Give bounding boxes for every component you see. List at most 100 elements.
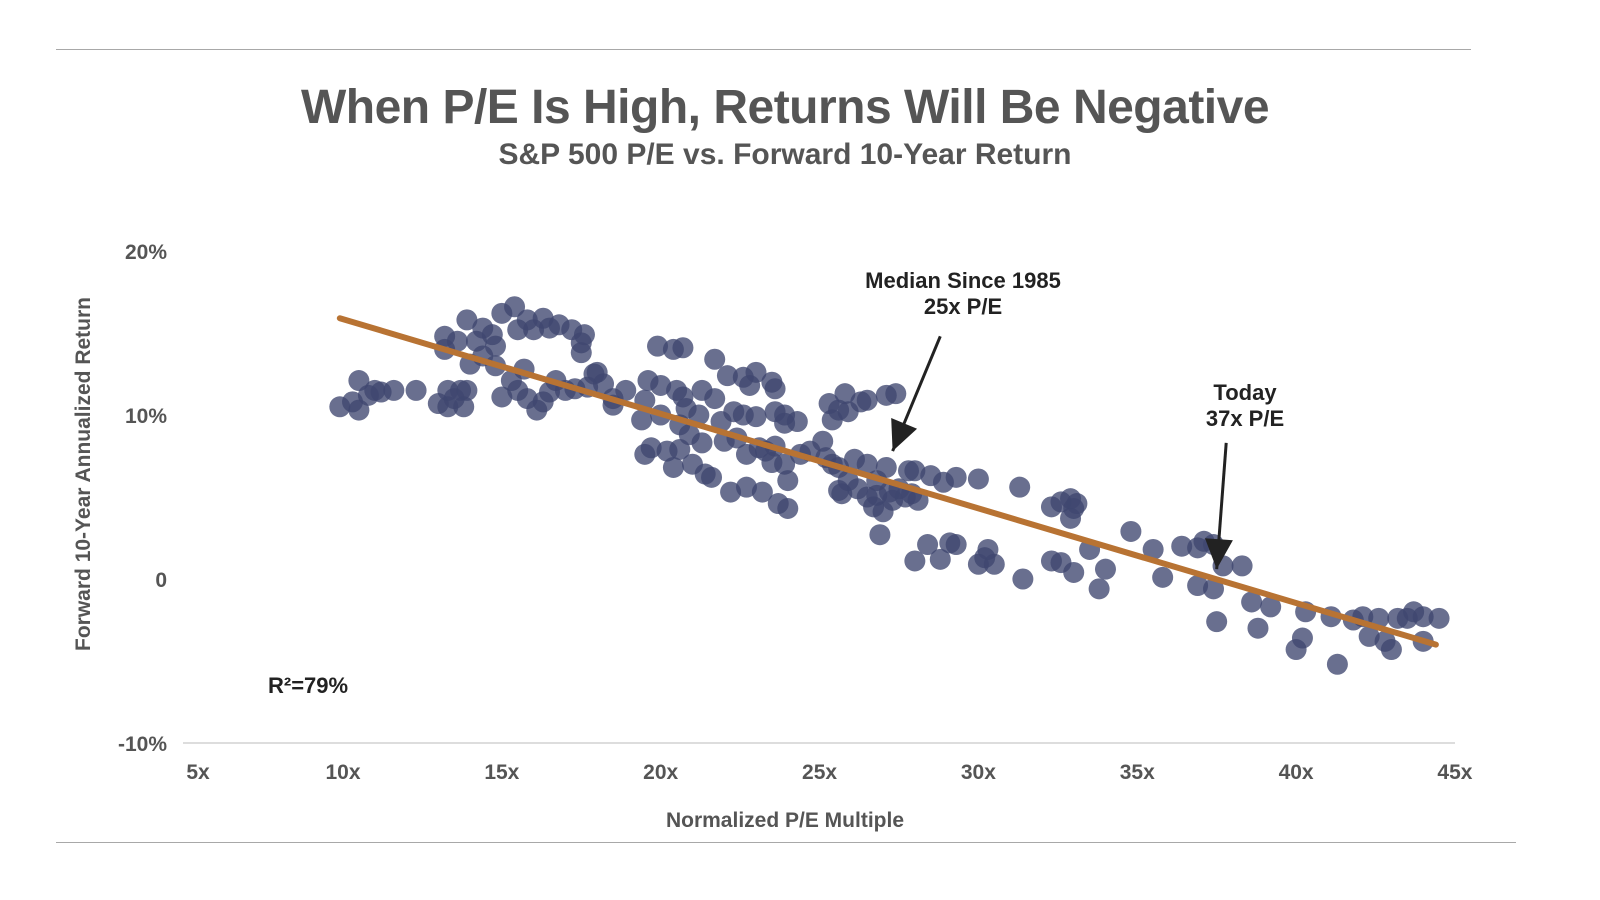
data-point [1142, 538, 1164, 560]
data-point [704, 388, 726, 410]
data-point [1358, 625, 1380, 647]
data-points [329, 296, 1450, 675]
x-tick-label: 40x [1279, 761, 1314, 784]
y-axis-ticks: 20% 10% 0 -10% [118, 241, 167, 756]
data-point [745, 406, 767, 428]
arrowhead-icon [891, 418, 918, 452]
y-axis-title: Forward 10-Year Annualized Return [72, 297, 95, 651]
data-point [967, 468, 989, 490]
data-point [1187, 575, 1209, 597]
data-point [647, 335, 669, 357]
data-point [456, 309, 478, 331]
data-point [672, 337, 694, 359]
x-axis-title: Normalized P/E Multiple [666, 809, 904, 832]
data-point [751, 481, 773, 503]
data-point [983, 553, 1005, 575]
data-point [1380, 639, 1402, 661]
data-point [885, 383, 907, 405]
x-tick-label: 15x [484, 761, 519, 784]
data-point [834, 383, 856, 405]
data-point [869, 524, 891, 546]
data-point [1326, 653, 1348, 675]
bottom-rule [56, 842, 1516, 843]
data-point [573, 324, 595, 346]
data-point [720, 481, 742, 503]
data-point [1202, 578, 1224, 600]
data-point [774, 453, 796, 475]
data-point [1063, 561, 1085, 583]
data-point [704, 348, 726, 370]
data-point [491, 386, 513, 408]
data-point [904, 460, 926, 482]
data-point [446, 330, 468, 352]
y-tick-label: -10% [118, 733, 167, 756]
annotation-label: 25x P/E [924, 294, 1002, 319]
data-point [1247, 617, 1269, 639]
data-point [786, 411, 808, 433]
y-tick-label: 20% [125, 241, 167, 264]
arrowhead-icon [1204, 538, 1233, 570]
data-point [777, 470, 799, 492]
data-point [1412, 606, 1434, 628]
data-point [405, 379, 427, 401]
data-point [917, 534, 939, 556]
annotation-label: Median Since 1985 [865, 268, 1061, 293]
data-point [570, 342, 592, 364]
data-point [904, 550, 926, 572]
x-tick-label: 45x [1437, 761, 1472, 784]
x-tick-label: 25x [802, 761, 837, 784]
data-point [1120, 520, 1142, 542]
data-point [1066, 493, 1088, 515]
data-point [812, 430, 834, 452]
data-point [1206, 611, 1228, 633]
data-point [716, 365, 738, 387]
data-point [456, 379, 478, 401]
data-point [383, 379, 405, 401]
data-point [945, 466, 967, 488]
trendline [336, 315, 1439, 648]
x-tick-label: 5x [186, 761, 210, 784]
data-point [453, 396, 475, 418]
x-axis-ticks: 5x 10x 15x 20x 25x 30x 35x 40x 45x [186, 761, 1472, 784]
data-point [701, 466, 723, 488]
data-point [662, 456, 684, 478]
chart-subtitle: S&P 500 P/E vs. Forward 10-Year Return [498, 138, 1072, 171]
x-tick-label: 10x [325, 761, 360, 784]
data-point [1231, 555, 1253, 577]
data-point [688, 404, 710, 426]
data-point [1009, 476, 1031, 498]
data-point [1088, 578, 1110, 600]
data-point [764, 378, 786, 400]
data-point [929, 548, 951, 570]
data-point [1094, 558, 1116, 580]
r-squared-label: R²=79% [268, 673, 348, 698]
data-point [1171, 535, 1193, 557]
data-point [1428, 607, 1450, 629]
y-tick-label: 0 [155, 569, 167, 592]
x-tick-label: 35x [1120, 761, 1155, 784]
data-point [640, 437, 662, 459]
data-point [735, 476, 757, 498]
x-tick-label: 20x [643, 761, 678, 784]
annotation-label: Today [1213, 380, 1277, 405]
data-point [1152, 566, 1174, 588]
data-point [777, 497, 799, 519]
data-point [631, 409, 653, 431]
data-point [856, 389, 878, 411]
data-point [650, 374, 672, 396]
data-point [1012, 568, 1034, 590]
data-point [615, 379, 637, 401]
data-point [1241, 591, 1263, 613]
data-point [945, 534, 967, 556]
chart-title: When P/E Is High, Returns Will Be Negati… [300, 81, 1270, 134]
top-rule [56, 49, 1471, 50]
data-point [856, 453, 878, 475]
data-point [691, 432, 713, 454]
data-point [1260, 596, 1282, 618]
x-tick-label: 30x [961, 761, 996, 784]
data-point [504, 296, 526, 318]
data-point [745, 361, 767, 383]
annotation-label: 37x P/E [1206, 406, 1284, 431]
